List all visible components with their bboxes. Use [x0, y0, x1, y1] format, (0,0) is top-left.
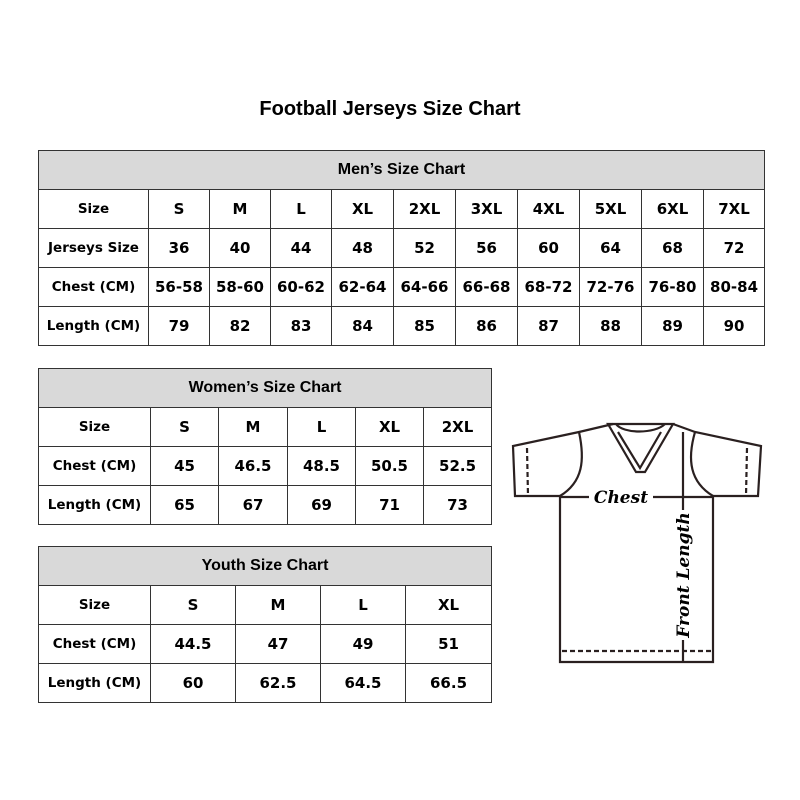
table-row: Size S M L XL 2XL [38, 407, 493, 447]
row-label: Chest (CM) [38, 267, 149, 307]
table-cell: 45 [150, 446, 219, 486]
table-cell: 87 [517, 306, 580, 346]
table-row: Chest (CM) 45 46.5 48.5 50.5 52.5 [38, 446, 493, 486]
table-cell: 76-80 [641, 267, 704, 307]
table-cell: 5XL [579, 189, 642, 229]
row-label: Length (CM) [38, 663, 151, 703]
youth-size-table: Youth Size Chart Size S M L XL Chest (CM) 44.5 4… [37, 546, 493, 703]
table-cell: 64 [579, 228, 642, 268]
table-cell: 65 [150, 485, 219, 525]
table-cell: 2XL [393, 189, 456, 229]
table-row: Jerseys Size 36 40 44 48 52 56 60 64 68 72 [38, 228, 766, 268]
table-cell: 64-66 [393, 267, 456, 307]
row-label: Size [38, 407, 151, 447]
row-label: Length (CM) [38, 306, 149, 346]
table-cell: 60-62 [270, 267, 332, 307]
table-cell: 49 [320, 624, 406, 664]
row-label: Length (CM) [38, 485, 151, 525]
table-cell: 36 [148, 228, 210, 268]
table-cell: 79 [148, 306, 210, 346]
table-cell: 56-58 [148, 267, 210, 307]
table-cell: 85 [393, 306, 456, 346]
table-cell: 48.5 [287, 446, 356, 486]
table-cell: 51 [404, 624, 493, 664]
table-row: Chest (CM) 44.5 47 49 51 [38, 624, 493, 664]
table-cell: 44.5 [150, 624, 236, 664]
table-cell: 84 [331, 306, 394, 346]
table-cell: S [150, 407, 219, 447]
row-label: Jerseys Size [38, 228, 149, 268]
table-cell: 68 [641, 228, 704, 268]
row-label: Chest (CM) [38, 624, 151, 664]
table-cell: S [150, 585, 236, 625]
table-cell: 52.5 [422, 446, 493, 486]
table-cell: 48 [331, 228, 394, 268]
table-heading: Youth Size Chart [37, 546, 493, 586]
table-row: Length (CM) 60 62.5 64.5 66.5 [38, 663, 493, 703]
table-cell: 60 [150, 663, 236, 703]
table-cell: 46.5 [218, 446, 288, 486]
table-cell: 69 [287, 485, 356, 525]
table-cell: 80-84 [702, 267, 766, 307]
jersey-diagram: Chest Front Length [511, 422, 763, 664]
table-row: Chest (CM) 56-58 58-60 60-62 62-64 64-66 66-68… [38, 267, 766, 307]
jersey-outline [511, 422, 763, 664]
page-title: Football Jerseys Size Chart [259, 98, 521, 120]
table-cell: 86 [455, 306, 518, 346]
front-length-label: Front Length [674, 512, 694, 638]
row-label: Size [38, 189, 149, 229]
table-cell: L [287, 407, 356, 447]
table-cell: 72-76 [579, 267, 642, 307]
table-cell: 88 [579, 306, 642, 346]
row-label: Chest (CM) [38, 446, 151, 486]
table-cell: 90 [702, 306, 766, 346]
table-cell: 40 [209, 228, 271, 268]
table-row: Size S M L XL [38, 585, 493, 625]
table-heading: Men’s Size Chart [37, 150, 766, 190]
table-cell: M [218, 407, 288, 447]
table-cell: 4XL [517, 189, 580, 229]
table-cell: 68-72 [517, 267, 580, 307]
womens-size-table: Women’s Size Chart Size S M L XL 2XL Chest (CM)… [37, 368, 493, 525]
table-cell: 82 [209, 306, 271, 346]
table-cell: 3XL [455, 189, 518, 229]
table-cell: XL [355, 407, 424, 447]
table-cell: 7XL [702, 189, 766, 229]
table-cell: 47 [235, 624, 321, 664]
table-cell: 62-64 [331, 267, 394, 307]
table-cell: 66-68 [455, 267, 518, 307]
table-row: Size S M L XL 2XL 3XL 4XL 5XL 6XL 7XL [38, 189, 766, 229]
table-cell: 83 [270, 306, 332, 346]
table-cell: 72 [702, 228, 766, 268]
mens-size-table: Men’s Size Chart Size S M L XL 2XL 3XL 4XL 5XL 6XL… [37, 150, 766, 346]
table-cell: M [235, 585, 321, 625]
table-cell: 66.5 [404, 663, 493, 703]
table-cell: XL [404, 585, 493, 625]
table-cell: 56 [455, 228, 518, 268]
table-cell: 73 [422, 485, 493, 525]
table-cell: 6XL [641, 189, 704, 229]
chest-label: Chest [594, 488, 648, 508]
table-cell: 89 [641, 306, 704, 346]
table-heading: Women’s Size Chart [37, 368, 493, 408]
table-cell: 64.5 [320, 663, 406, 703]
table-cell: M [209, 189, 271, 229]
table-cell: 67 [218, 485, 288, 525]
table-cell: 62.5 [235, 663, 321, 703]
table-cell: L [320, 585, 406, 625]
table-cell: 58-60 [209, 267, 271, 307]
table-cell: 50.5 [355, 446, 424, 486]
table-cell: 71 [355, 485, 424, 525]
table-cell: S [148, 189, 210, 229]
table-cell: L [270, 189, 332, 229]
table-cell: 52 [393, 228, 456, 268]
row-label: Size [38, 585, 151, 625]
table-cell: XL [331, 189, 394, 229]
table-row: Length (CM) 79 82 83 84 85 86 87 88 89 90 [38, 306, 766, 346]
table-cell: 2XL [422, 407, 493, 447]
table-cell: 60 [517, 228, 580, 268]
table-cell: 44 [270, 228, 332, 268]
table-row: Length (CM) 65 67 69 71 73 [38, 485, 493, 525]
